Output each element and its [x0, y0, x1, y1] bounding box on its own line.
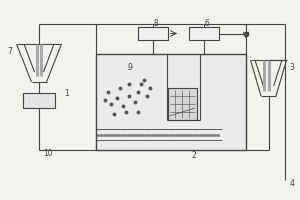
Text: 1: 1: [64, 90, 69, 98]
Text: 10: 10: [44, 150, 53, 158]
Bar: [96, 54, 246, 150]
Text: 4: 4: [290, 180, 294, 188]
Bar: [189, 27, 219, 40]
Text: 9: 9: [128, 64, 132, 72]
Text: 8: 8: [153, 20, 158, 28]
Bar: [23, 93, 55, 108]
Bar: [138, 27, 168, 40]
Text: 7: 7: [8, 47, 12, 56]
Text: 2: 2: [192, 150, 197, 160]
Text: 6: 6: [204, 20, 209, 28]
Text: 3: 3: [290, 64, 294, 72]
Bar: [168, 88, 197, 120]
